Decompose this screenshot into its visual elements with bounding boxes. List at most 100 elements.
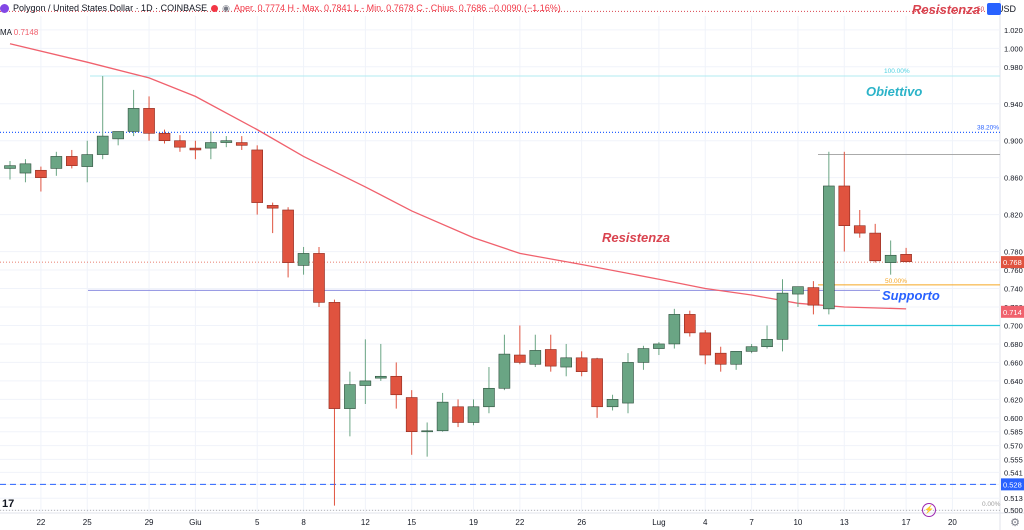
candle: [575, 357, 588, 372]
ma-price-badge-bg: [1001, 305, 1024, 318]
candle: [66, 156, 78, 166]
x-tick-label: 12: [361, 518, 370, 527]
ma-name: MA: [0, 28, 12, 37]
candle: [313, 253, 325, 303]
y-tick-label: 0.820: [1004, 211, 1023, 220]
blue-dash-price-badge: 0.528: [1003, 480, 1022, 489]
eye-icon[interactable]: ◉: [222, 2, 230, 13]
candle: [900, 254, 912, 263]
gear-icon[interactable]: ⚙: [1010, 517, 1020, 529]
y-tick-label: 0.555: [1004, 455, 1023, 464]
fib-0-label: 0.00%: [982, 501, 1001, 508]
symbol-title[interactable]: Polygon / United States Dollar · 1D · CO…: [13, 3, 208, 13]
candle: [483, 387, 495, 408]
candle: [205, 142, 217, 149]
candle: [823, 185, 835, 310]
candle: [792, 286, 804, 295]
candle: [405, 397, 418, 433]
x-tick-label: 17: [902, 518, 911, 527]
candle: [544, 349, 557, 367]
y-tick-label: 0.620: [1004, 395, 1023, 404]
y-tick-label: 0.570: [1004, 442, 1023, 451]
y-tick-label: 0.585: [1004, 428, 1023, 437]
blue-dash-price-badge-bg: [1001, 478, 1024, 491]
candle: [776, 292, 789, 340]
x-tick-label: 13: [840, 518, 849, 527]
y-tick-label: 1.020: [1004, 26, 1023, 35]
y-tick-label: 0.760: [1004, 266, 1023, 275]
price-badge-top: [987, 3, 1001, 15]
candle: [591, 358, 603, 408]
x-tick-label: Giu: [189, 518, 201, 527]
supporto-label: Supporto: [882, 288, 940, 303]
candle: [653, 343, 665, 349]
candle: [529, 350, 542, 365]
candle: [683, 314, 696, 334]
candle: [359, 380, 372, 386]
fib-100-label: 100.00%: [884, 68, 910, 75]
market-status-icon: [211, 4, 219, 12]
y-tick-label: 0.500: [1004, 506, 1023, 515]
current-price-badge-bg: [1001, 256, 1024, 269]
bolt-icon[interactable]: ⚡: [922, 503, 936, 517]
candle: [344, 384, 356, 409]
currency-label: USD: [996, 4, 1016, 14]
y-tick-label: 0.940: [1004, 100, 1023, 109]
x-tick-label: Lug: [652, 518, 665, 527]
candle: [560, 357, 573, 368]
candle: [807, 287, 820, 306]
y-tick-label: 0.660: [1004, 358, 1023, 367]
candle: [158, 133, 171, 142]
x-tick-label: 20: [948, 518, 957, 527]
candle: [235, 142, 248, 146]
y-tick-label: 0.640: [1004, 377, 1023, 386]
candle: [390, 375, 403, 396]
candle: [884, 254, 897, 263]
candle: [251, 149, 263, 203]
ma-line: [9, 43, 907, 310]
y-tick-label: 0.980: [1004, 63, 1023, 72]
candle: [514, 354, 526, 363]
candle: [35, 169, 47, 178]
x-tick-label: 19: [469, 518, 478, 527]
obiettivo-label: Obiettivo: [866, 84, 923, 99]
x-tick-label: 5: [255, 518, 260, 527]
candle: [869, 232, 882, 262]
candle: [81, 154, 94, 167]
candle: [498, 353, 511, 389]
candle: [50, 156, 63, 169]
chart-header: Polygon / United States Dollar · 1D · CO…: [0, 0, 561, 16]
resistenza-top-price: 50: [977, 6, 985, 13]
x-tick-label: 10: [793, 518, 802, 527]
candle: [421, 430, 433, 433]
fib-38-label: 38.20%: [977, 124, 999, 131]
candle: [699, 332, 712, 356]
candle: [374, 375, 387, 379]
candle: [730, 351, 742, 365]
candle: [745, 346, 758, 352]
y-tick-label: 0.780: [1004, 248, 1023, 257]
tradingview-logo: 17: [2, 498, 15, 510]
x-tick-label: 4: [703, 518, 708, 527]
candle: [19, 163, 32, 174]
candle: [467, 406, 480, 423]
candle: [96, 135, 109, 155]
candle: [282, 209, 294, 263]
candle: [127, 108, 140, 132]
candle: [606, 399, 619, 408]
ma-legend[interactable]: MA 0.7148: [0, 28, 38, 37]
x-tick-label: 22: [515, 518, 524, 527]
x-tick-label: 29: [145, 518, 154, 527]
x-tick-label: 8: [301, 518, 306, 527]
candle: [714, 352, 727, 365]
candle: [838, 185, 851, 227]
candle: [189, 147, 202, 151]
y-tick-label: 0.700: [1004, 321, 1023, 330]
ma-price-badge: 0.714: [1003, 308, 1022, 317]
candle: [668, 314, 681, 345]
fib-50-label: 50.00%: [885, 278, 907, 285]
y-tick-label: 0.900: [1004, 137, 1023, 146]
candle: [761, 339, 773, 348]
candle: [4, 165, 16, 169]
